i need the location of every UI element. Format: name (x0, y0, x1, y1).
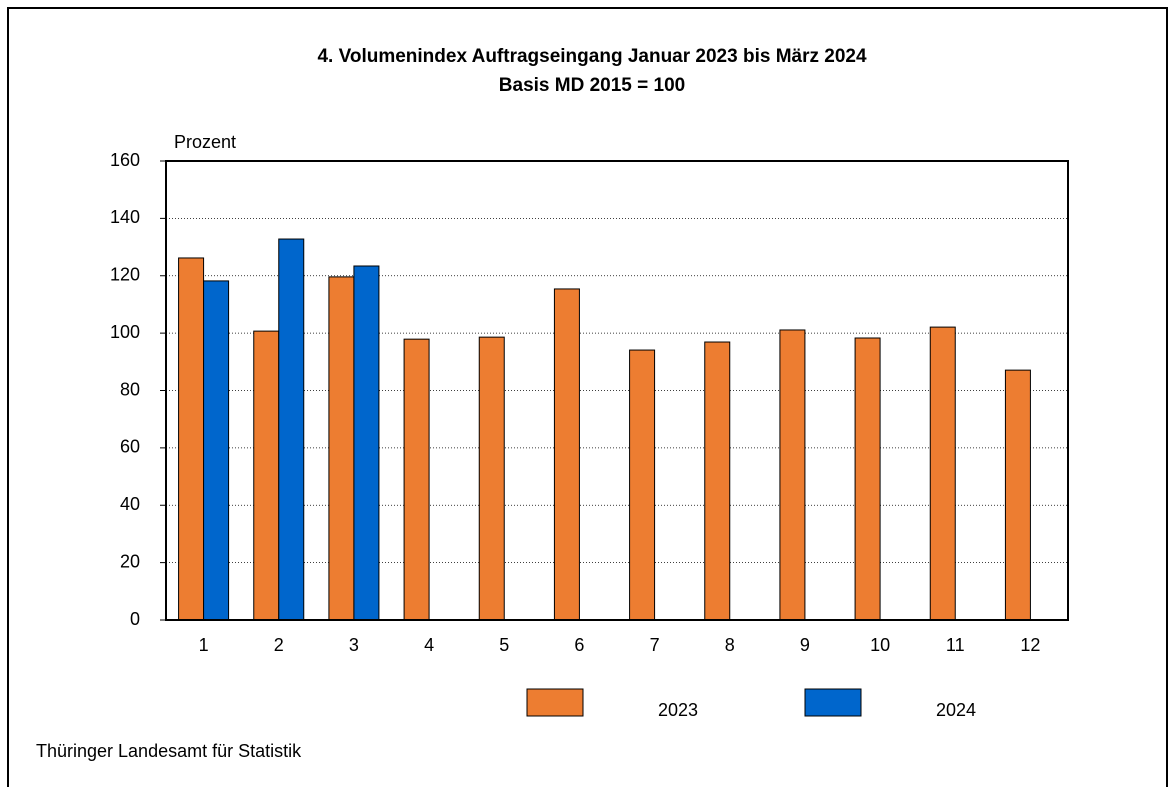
x-tick-label: 10 (870, 635, 890, 655)
legend-swatch (526, 688, 584, 717)
y-tick-label: 120 (110, 265, 140, 285)
bar (553, 288, 580, 621)
x-tick-label: 8 (725, 635, 735, 655)
legend-label: 2024 (936, 700, 976, 720)
bar (929, 326, 956, 621)
x-tick-label: 6 (574, 635, 584, 655)
bar (704, 341, 731, 621)
source: Thüringer Landesamt für Statistik (36, 741, 302, 761)
legend-label: 2023 (658, 700, 698, 720)
x-tick-label: 4 (424, 635, 434, 655)
x-tick-label: 3 (349, 635, 359, 655)
y-tick-label: 140 (110, 207, 140, 227)
bar (328, 276, 355, 621)
bar (629, 349, 656, 621)
y-tick-label: 80 (120, 379, 140, 399)
bar (779, 329, 806, 621)
x-tick-label: 12 (1020, 635, 1040, 655)
y-tick-label: 60 (120, 437, 140, 457)
bar (203, 280, 230, 621)
y-tick-label: 40 (120, 494, 140, 514)
y-tick-label: 20 (120, 551, 140, 571)
chart-subtitle: Basis MD 2015 = 100 (499, 75, 685, 96)
bar (1004, 369, 1031, 621)
legend-swatch (804, 688, 862, 717)
x-tick-label: 11 (946, 635, 965, 655)
bar (854, 337, 881, 621)
y-tick-label: 160 (110, 150, 140, 170)
bar (478, 336, 505, 621)
y-tick-label: 100 (110, 322, 140, 342)
y-tick-label: 0 (130, 609, 140, 629)
plot-frame (165, 160, 1069, 621)
y-axis-label: Prozent (174, 132, 236, 152)
x-tick-label: 5 (499, 635, 509, 655)
x-tick-label: 2 (274, 635, 284, 655)
bar (353, 265, 380, 621)
bar (403, 338, 430, 621)
bar (253, 330, 280, 621)
bar (278, 238, 305, 621)
x-tick-label: 7 (650, 635, 660, 655)
bar (178, 257, 205, 621)
frame (7, 7, 1168, 787)
x-tick-label: 1 (199, 635, 209, 655)
x-tick-label: 9 (800, 635, 810, 655)
chart-title: 4. Volumenindex Auftragseingang Januar 2… (317, 46, 867, 67)
